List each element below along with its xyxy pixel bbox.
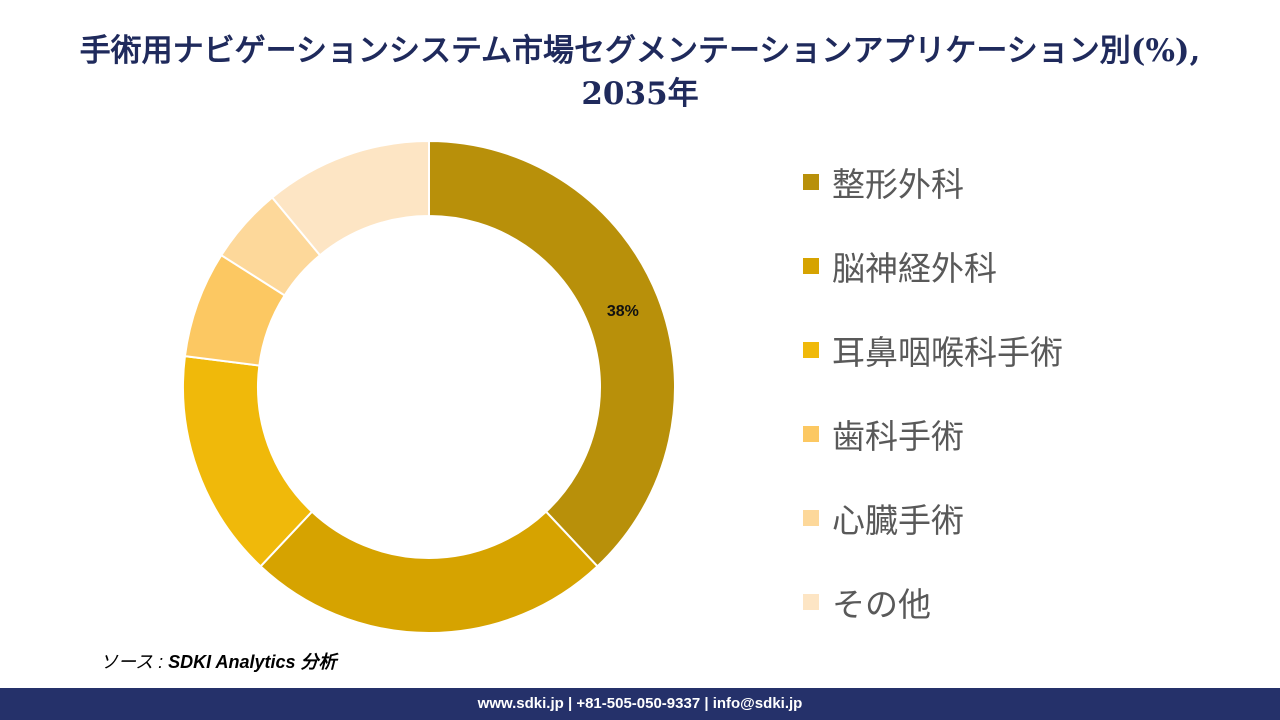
donut-slice xyxy=(259,510,599,634)
legend-label: 歯科手術 xyxy=(832,417,964,456)
donut-slice xyxy=(428,139,676,568)
legend-item: 脳神経外科 xyxy=(803,224,1223,308)
legend-item: その他 xyxy=(803,560,1223,644)
source-note: ソース : SDKI Analytics 分析 xyxy=(100,648,336,674)
legend-item: 整形外科 xyxy=(803,140,1223,224)
legend-swatch xyxy=(803,594,819,610)
legend-item: 心臓手術 xyxy=(803,476,1223,560)
chart-legend: 整形外科脳神経外科耳鼻咽喉科手術 歯科手術心臓手術その他 xyxy=(803,140,1223,644)
donut-chart: 38% xyxy=(182,139,676,634)
legend-swatch xyxy=(803,174,819,190)
legend-item: 歯科手術 xyxy=(803,392,1223,476)
legend-label: 脳神経外科 xyxy=(832,249,997,288)
legend-label: 心臓手術 xyxy=(832,501,964,540)
source-text: SDKI Analytics 分析 xyxy=(163,652,337,672)
legend-label: その他 xyxy=(832,585,931,624)
data-label: 38% xyxy=(607,303,639,320)
legend-swatch xyxy=(803,426,819,442)
source-prefix: ソース : xyxy=(100,652,164,672)
footer-contact: www.sdki.jp | +81-505-050-9337 | info@sd… xyxy=(477,695,803,712)
legend-label: 耳鼻咽喉科手術 xyxy=(832,333,1063,372)
legend-swatch xyxy=(803,258,819,274)
legend-swatch xyxy=(803,510,819,526)
legend-label: 整形外科 xyxy=(832,165,964,204)
legend-swatch xyxy=(803,342,819,358)
donut-slice xyxy=(270,139,430,257)
chart-title: 手術用ナビゲーションシステム市場セグメンテーションアプリケーション別(%), 2… xyxy=(79,33,1201,112)
footer-bar: www.sdki.jp | +81-505-050-9337 | info@sd… xyxy=(0,688,1280,720)
legend-item: 耳鼻咽喉科手術 xyxy=(803,308,1223,392)
